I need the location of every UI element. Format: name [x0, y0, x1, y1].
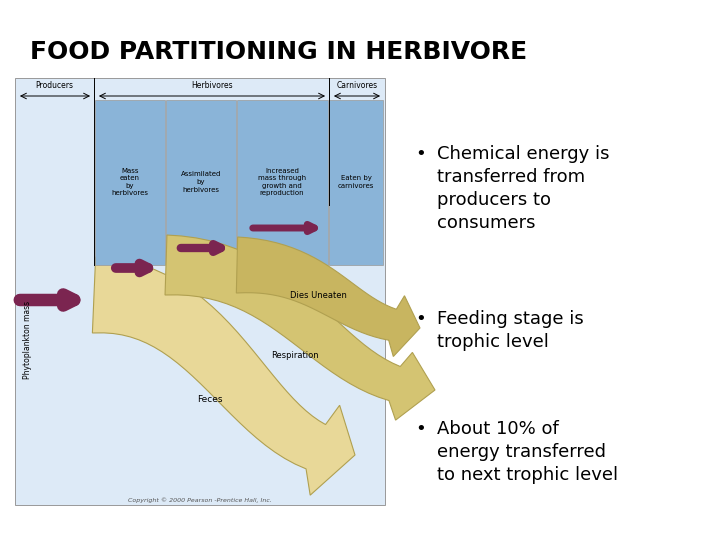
Text: Herbivores: Herbivores [192, 81, 233, 90]
Text: Mass
eaten
by
herbivores: Mass eaten by herbivores [112, 168, 148, 196]
Bar [95, 100, 165, 265]
Text: Producers: Producers [35, 81, 73, 90]
Text: Respiration: Respiration [271, 350, 319, 360]
Text: Dies Uneaten: Dies Uneaten [289, 291, 346, 300]
Text: About 10% of
energy transferred
to next trophic level: About 10% of energy transferred to next … [437, 420, 618, 484]
Text: •: • [415, 145, 426, 163]
Polygon shape [92, 257, 355, 495]
Polygon shape [165, 235, 435, 420]
Text: Carnivores: Carnivores [336, 81, 377, 90]
Text: •: • [415, 310, 426, 328]
Text: Copyright © 2000 Pearson -Prentice Hall, Inc.: Copyright © 2000 Pearson -Prentice Hall,… [128, 497, 272, 503]
Text: Eaten by
carnivores: Eaten by carnivores [338, 176, 374, 189]
Bar [15, 78, 385, 505]
Text: Increased
mass through
growth and
reproduction: Increased mass through growth and reprod… [258, 168, 306, 196]
Text: Assimilated
by
herbivores: Assimilated by herbivores [181, 172, 221, 192]
Polygon shape [236, 237, 420, 356]
Text: Feeding stage is
trophic level: Feeding stage is trophic level [437, 310, 584, 351]
Bar [329, 100, 383, 265]
Text: FOOD PARTITIONING IN HERBIVORE: FOOD PARTITIONING IN HERBIVORE [30, 40, 527, 64]
Text: Feces: Feces [197, 395, 222, 404]
Text: Phytoplankton mass: Phytoplankton mass [24, 301, 32, 379]
Text: Chemical energy is
transferred from
producers to
consumers: Chemical energy is transferred from prod… [437, 145, 610, 232]
Bar [237, 100, 328, 265]
Bar [166, 100, 236, 265]
Text: •: • [415, 420, 426, 438]
